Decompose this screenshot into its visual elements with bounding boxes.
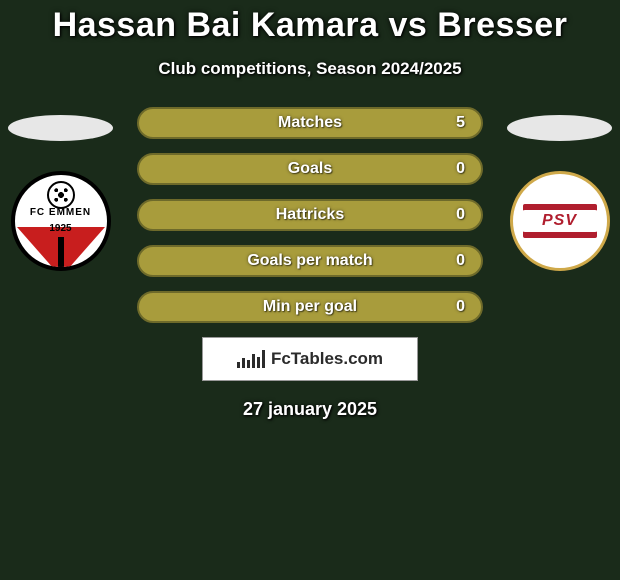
- brand-box: FcTables.com: [202, 337, 418, 381]
- stat-label: Matches: [278, 114, 342, 132]
- stat-label: Min per goal: [263, 298, 357, 316]
- stat-value: 0: [456, 160, 465, 178]
- stat-row-matches: Matches 5: [137, 107, 483, 139]
- right-player-column: PSV: [507, 107, 612, 271]
- emmen-name: FC EMMEN: [15, 207, 107, 218]
- stat-value: 5: [456, 114, 465, 132]
- stat-row-goals: Goals 0: [137, 153, 483, 185]
- stat-value: 0: [456, 298, 465, 316]
- stat-row-mpg: Min per goal 0: [137, 291, 483, 323]
- stat-label: Goals per match: [247, 252, 372, 270]
- right-team-badge: PSV: [510, 171, 610, 271]
- bar-chart-icon: [237, 350, 265, 368]
- stat-label: Hattricks: [276, 206, 344, 224]
- emmen-tower: [58, 237, 64, 267]
- stat-row-gpm: Goals per match 0: [137, 245, 483, 277]
- subtitle: Club competitions, Season 2024/2025: [0, 59, 620, 79]
- stat-value: 0: [456, 252, 465, 270]
- right-player-placeholder: [507, 115, 612, 141]
- date-label: 27 january 2025: [0, 399, 620, 420]
- left-team-badge: FC EMMEN 1925: [11, 171, 111, 271]
- psv-name: PSV: [521, 210, 599, 232]
- stat-value: 0: [456, 206, 465, 224]
- emmen-year: 1925: [15, 223, 107, 234]
- comparison-content: FC EMMEN 1925 PSV Matches 5 Goals 0 Hatt…: [0, 107, 620, 420]
- left-player-column: FC EMMEN 1925: [8, 107, 113, 271]
- stat-row-hattricks: Hattricks 0: [137, 199, 483, 231]
- stat-label: Goals: [288, 160, 332, 178]
- football-icon: [47, 181, 75, 209]
- brand-text: FcTables.com: [271, 349, 383, 369]
- page-title: Hassan Bai Kamara vs Bresser: [0, 0, 620, 45]
- stats-table: Matches 5 Goals 0 Hattricks 0 Goals per …: [137, 107, 483, 323]
- left-player-placeholder: [8, 115, 113, 141]
